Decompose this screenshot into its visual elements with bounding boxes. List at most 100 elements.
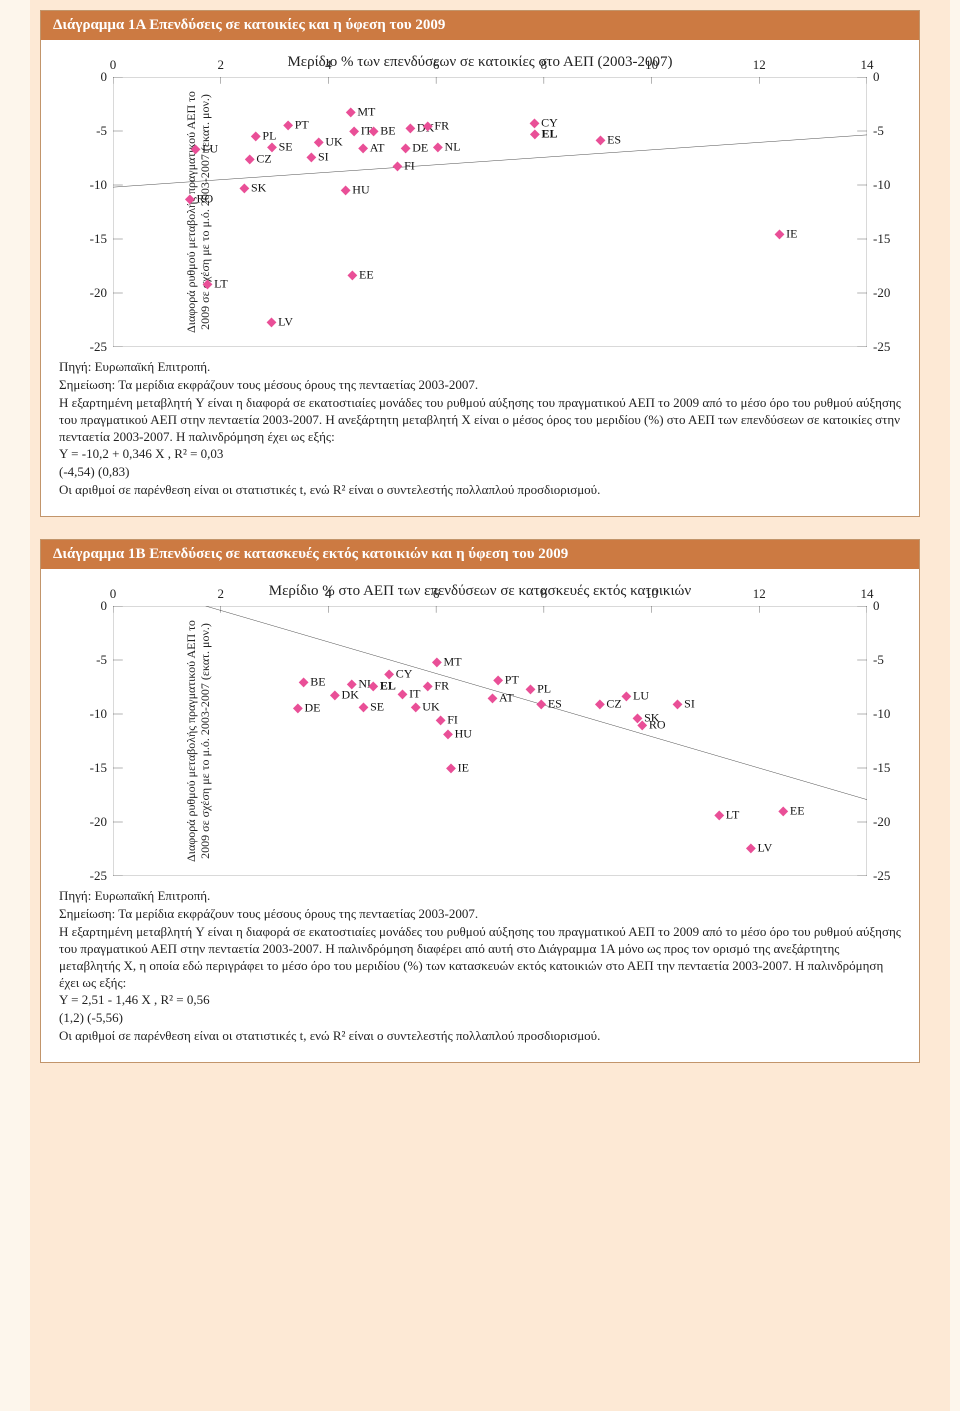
- y-tick-right: -5: [867, 652, 884, 668]
- note-line: Οι αριθμοί σε παρένθεση είναι οι στατιστ…: [59, 482, 901, 499]
- diamond-icon: ◆: [406, 120, 415, 134]
- point-label: IE: [786, 226, 797, 240]
- data-point-EL: ◆EL: [369, 679, 396, 694]
- data-point-RO: ◆RO: [638, 717, 666, 732]
- diamond-icon: ◆: [433, 140, 442, 154]
- y-tick-left: -10: [90, 177, 113, 193]
- diamond-icon: ◆: [411, 699, 420, 713]
- chart-b-title: Μερίδιο % στο ΑΕΠ των επενδύσεων σε κατα…: [59, 583, 901, 600]
- point-label: UK: [325, 134, 342, 148]
- data-point-CZ: ◆CZ: [595, 697, 622, 712]
- data-point-LU: ◆LU: [191, 142, 218, 157]
- y-tick-left: -5: [96, 652, 113, 668]
- point-label: PL: [537, 682, 551, 696]
- point-label: EL: [380, 679, 396, 693]
- diamond-icon: ◆: [359, 699, 368, 713]
- point-label: AT: [499, 690, 514, 704]
- chart-b-plot: Διαφορά ρυθμού μεταβολής πραγματικού ΑΕΠ…: [113, 606, 867, 876]
- x-tick: 10: [645, 57, 658, 77]
- x-tick: 8: [541, 586, 548, 606]
- data-point-FI: ◆FI: [436, 712, 458, 727]
- point-label: IT: [409, 686, 420, 700]
- y-tick-left: 0: [101, 598, 114, 614]
- y-tick-right: -10: [867, 177, 890, 193]
- section-a-title: Διάγραμμα 1Α Επενδύσεις σε κατοικίες και…: [41, 11, 919, 40]
- point-label: EE: [359, 267, 374, 281]
- data-point-IE: ◆IE: [446, 761, 469, 776]
- point-label: DE: [412, 141, 428, 155]
- point-label: SI: [684, 697, 695, 711]
- data-point-EE: ◆EE: [348, 267, 374, 282]
- point-label: RO: [649, 717, 666, 731]
- data-point-DK: ◆DK: [330, 687, 359, 702]
- point-label: RO: [196, 192, 213, 206]
- y-tick-left: -20: [90, 814, 113, 830]
- point-label: FI: [447, 712, 458, 726]
- diamond-icon: ◆: [203, 277, 212, 291]
- chart-b-wrap: Μερίδιο % στο ΑΕΠ των επενδύσεων σε κατα…: [41, 569, 919, 880]
- note-line: Η εξαρτημένη μεταβλητή Y είναι η διαφορά…: [59, 924, 901, 992]
- note-line: Πηγή: Ευρωπαϊκή Επιτροπή.: [59, 359, 901, 376]
- diamond-icon: ◆: [349, 124, 358, 138]
- y-tick-right: -15: [867, 760, 890, 776]
- point-label: SI: [318, 149, 329, 163]
- data-point-MT: ◆MT: [346, 104, 375, 119]
- diamond-icon: ◆: [348, 267, 357, 281]
- diamond-icon: ◆: [673, 697, 682, 711]
- y-tick-left: -10: [90, 706, 113, 722]
- x-tick: 2: [217, 57, 224, 77]
- y-tick-right: -25: [867, 339, 890, 355]
- point-label: MT: [444, 655, 462, 669]
- note-line: (1,2) (-5,56): [59, 1010, 901, 1027]
- diamond-icon: ◆: [283, 117, 292, 131]
- diamond-icon: ◆: [398, 686, 407, 700]
- chart-a-notes: Πηγή: Ευρωπαϊκή Επιτροπή.Σημείωση: Τα με…: [41, 351, 919, 516]
- diamond-icon: ◆: [346, 104, 355, 118]
- point-label: LV: [757, 841, 772, 855]
- data-point-LV: ◆LV: [267, 315, 293, 330]
- y-tick-left: -25: [90, 868, 113, 884]
- point-label: FR: [434, 679, 449, 693]
- y-tick-right: -20: [867, 285, 890, 301]
- point-label: MT: [357, 104, 375, 118]
- diamond-icon: ◆: [185, 192, 194, 206]
- y-tick-right: 0: [867, 69, 880, 85]
- data-point-LU: ◆LU: [622, 688, 649, 703]
- note-line: Οι αριθμοί σε παρένθεση είναι οι στατιστ…: [59, 1028, 901, 1045]
- y-tick-right: -15: [867, 231, 890, 247]
- data-point-PT: ◆PT: [494, 672, 519, 687]
- point-label: ES: [548, 697, 562, 711]
- point-label: DE: [304, 700, 320, 714]
- diamond-icon: ◆: [746, 841, 755, 855]
- data-point-AT: ◆AT: [488, 690, 514, 705]
- point-label: CZ: [606, 697, 621, 711]
- data-point-SI: ◆SI: [307, 149, 329, 164]
- point-label: UK: [422, 699, 439, 713]
- point-label: EL: [541, 127, 557, 141]
- x-tick: 10: [645, 586, 658, 606]
- data-point-LT: ◆LT: [715, 807, 740, 822]
- note-line: Σημείωση: Τα μερίδια εκφράζουν τους μέσο…: [59, 377, 901, 394]
- diamond-icon: ◆: [314, 134, 323, 148]
- diamond-icon: ◆: [369, 124, 378, 138]
- data-point-NL: ◆NL: [433, 140, 460, 155]
- point-label: EE: [790, 804, 805, 818]
- diamond-icon: ◆: [267, 315, 276, 329]
- point-label: BE: [310, 674, 325, 688]
- data-point-PL: ◆PL: [526, 682, 551, 697]
- diamond-icon: ◆: [779, 804, 788, 818]
- diamond-icon: ◆: [494, 672, 503, 686]
- diamond-icon: ◆: [622, 688, 631, 702]
- y-tick-right: -10: [867, 706, 890, 722]
- data-point-LV: ◆LV: [746, 841, 772, 856]
- diamond-icon: ◆: [393, 158, 402, 172]
- point-label: LU: [202, 142, 218, 156]
- point-label: FI: [404, 158, 415, 172]
- diamond-icon: ◆: [595, 697, 604, 711]
- x-tick: 8: [541, 57, 548, 77]
- note-line: Πηγή: Ευρωπαϊκή Επιτροπή.: [59, 888, 901, 905]
- data-point-HU: ◆HU: [443, 726, 472, 741]
- point-label: SK: [251, 181, 266, 195]
- point-label: HU: [455, 726, 472, 740]
- diamond-icon: ◆: [775, 226, 784, 240]
